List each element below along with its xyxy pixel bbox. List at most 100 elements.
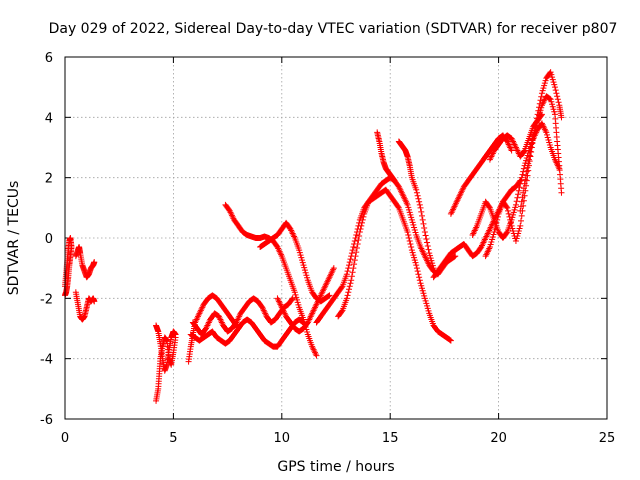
data-point [301,267,308,274]
data-point [523,172,530,179]
data-point [344,292,351,299]
data-point [409,219,416,226]
data-point [517,207,524,214]
data-points [62,69,565,404]
data-point [522,176,529,183]
data-point [517,222,524,229]
data-point [518,217,525,224]
data-point [343,295,350,302]
series-track-18 [469,120,563,241]
data-point [413,189,420,196]
data-point [293,296,300,303]
data-point [422,297,429,304]
data-point [545,136,552,143]
data-point [524,164,531,171]
data-point [352,253,359,260]
data-point [395,182,402,189]
data-point [494,213,501,220]
data-point [486,203,493,210]
x-tick-label: 20 [490,431,507,446]
data-point [298,254,305,261]
data-point [202,326,209,333]
data-point [544,134,551,141]
data-point [427,255,434,262]
data-point [554,93,561,100]
data-point [513,235,520,242]
data-point [541,82,548,89]
data-point [408,247,415,254]
data-point [549,103,556,110]
data-point [519,194,526,201]
data-point [395,203,402,210]
grid-lines [65,57,607,419]
data-point [515,230,522,237]
data-point [91,259,98,266]
series-track-21 [486,111,545,163]
data-point [415,195,422,202]
data-point [518,177,525,184]
data-point [346,283,353,290]
data-point [430,265,437,272]
data-point [294,299,301,306]
data-point [512,238,519,245]
data-point [405,204,412,211]
data-point [351,257,358,264]
data-point [516,225,523,232]
data-point [423,300,430,307]
y-tick-label: 2 [45,172,53,187]
data-point [351,238,358,245]
data-point [232,320,239,327]
data-point [300,316,307,323]
data-point [547,96,554,103]
data-point [325,292,332,299]
data-point [350,244,357,251]
data-point [391,177,398,184]
data-point [429,260,436,267]
data-point [408,214,415,221]
data-point [296,247,303,254]
data-point [419,287,426,294]
data-point [514,194,521,201]
x-tick-label: 10 [274,431,291,446]
data-point [451,253,458,260]
y-tick-label: -4 [40,353,53,368]
series-track-3 [72,244,98,281]
data-point [546,141,553,148]
data-point [492,222,499,229]
chart-title: Day 029 of 2022, Sidereal Day-to-day VTE… [49,21,618,37]
data-point [416,274,423,281]
data-point [347,280,354,287]
data-point [518,174,525,181]
data-point [446,336,453,343]
data-point [520,165,527,172]
data-point [525,167,532,174]
data-point [515,187,522,194]
data-point [338,284,345,291]
data-point [548,71,555,78]
data-point [419,216,426,223]
data-point [525,156,532,163]
data-point [487,241,494,248]
plot-frame [64,56,608,420]
data-point [302,269,309,276]
data-point [404,201,411,208]
data-point [512,204,519,211]
series-track-19 [482,69,565,260]
data-point [515,191,522,198]
data-point [358,222,365,229]
data-point [303,272,310,279]
series-track-2 [72,289,98,323]
data-point [408,216,415,223]
data-point [424,239,431,246]
data-point [507,219,514,226]
data-point [507,216,514,223]
data-point [505,210,512,217]
data-point [549,101,556,108]
data-point [526,152,533,159]
data-point [411,226,418,233]
data-point [548,98,555,105]
data-point [515,227,522,234]
data-point [414,192,421,199]
data-point [547,69,554,76]
